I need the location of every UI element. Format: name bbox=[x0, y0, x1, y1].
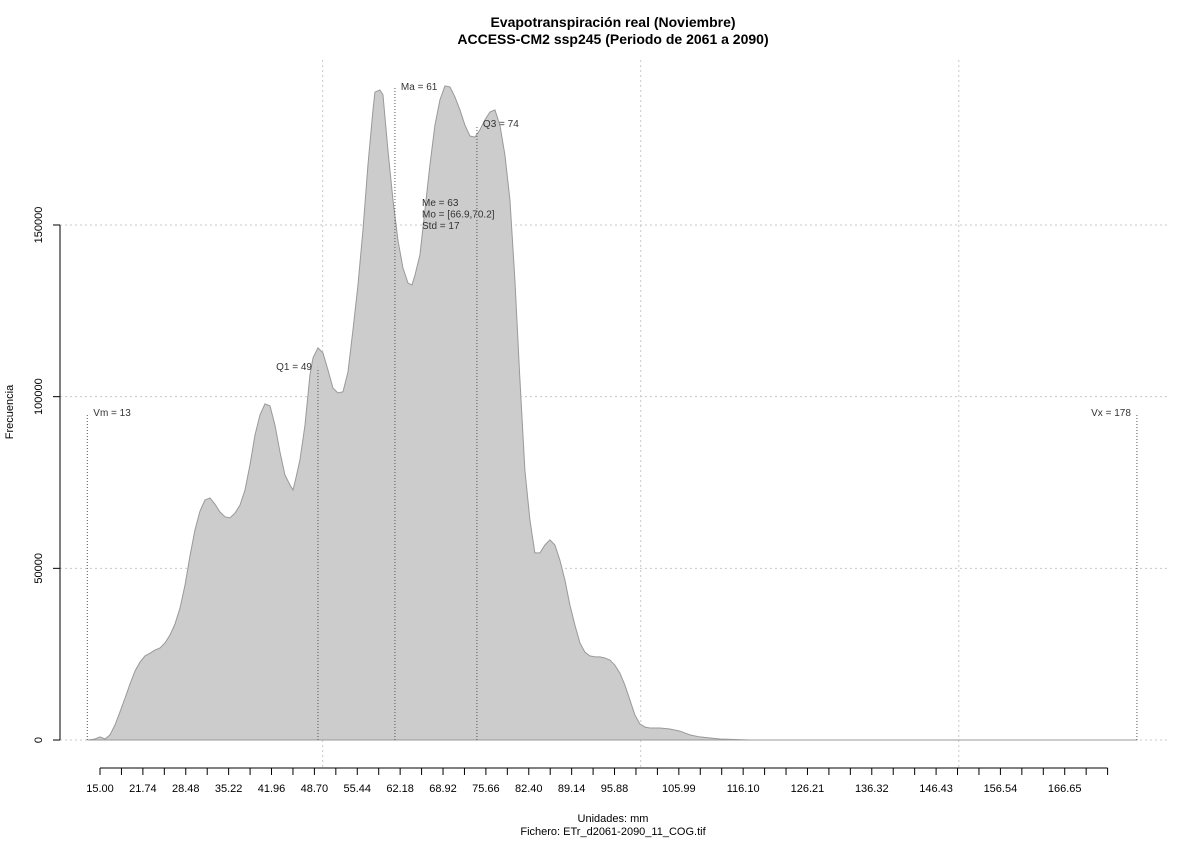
x-tick-label: 82.40 bbox=[515, 783, 543, 795]
x-tick-label: 136.32 bbox=[855, 783, 889, 795]
marker-label: Q3 = 74 bbox=[483, 119, 519, 130]
caption: Fichero: ETr_d2061-2090_11_COG.tif bbox=[520, 826, 706, 838]
marker-label: Vm = 13 bbox=[93, 408, 131, 419]
x-tick-label: 105.99 bbox=[662, 783, 696, 795]
x-tick-label: 48.70 bbox=[301, 783, 329, 795]
x-tick-label: 89.14 bbox=[558, 783, 586, 795]
chart-title: Evapotranspiración real (Noviembre) bbox=[490, 14, 735, 30]
x-tick-label: 28.48 bbox=[172, 783, 200, 795]
stats-label: Mo = [66.9,70.2] bbox=[422, 210, 495, 221]
stats-label: Std = 17 bbox=[422, 221, 460, 232]
x-tick-label: 35.22 bbox=[215, 783, 243, 795]
x-tick-label: 68.92 bbox=[429, 783, 457, 795]
x-tick-label: 21.74 bbox=[129, 783, 157, 795]
marker-label: Q1 = 49 bbox=[276, 362, 312, 373]
density-area bbox=[87, 85, 1138, 741]
stats-label: Me = 63 bbox=[422, 198, 459, 209]
x-tick-label: 146.43 bbox=[919, 783, 953, 795]
y-tick-label: 50000 bbox=[33, 553, 45, 584]
x-tick-label: 95.88 bbox=[601, 783, 629, 795]
y-tick-label: 150000 bbox=[33, 207, 45, 244]
x-tick-label: 62.18 bbox=[386, 783, 414, 795]
y-tick-label: 100000 bbox=[33, 378, 45, 415]
marker-label: Vx = 178 bbox=[1091, 408, 1131, 419]
x-axis-label: Unidades: mm bbox=[578, 813, 649, 825]
x-tick-label: 126.21 bbox=[791, 783, 825, 795]
y-tick-label: 0 bbox=[33, 737, 45, 743]
y-axis-label: Frecuencia bbox=[4, 384, 16, 439]
x-tick-label: 156.54 bbox=[984, 783, 1018, 795]
marker-label: Ma = 61 bbox=[401, 82, 438, 93]
x-tick-label: 15.00 bbox=[86, 783, 114, 795]
x-tick-label: 75.66 bbox=[472, 783, 500, 795]
x-tick-label: 116.10 bbox=[727, 783, 760, 795]
x-tick-label: 166.65 bbox=[1048, 783, 1082, 795]
chart-subtitle: ACCESS-CM2 ssp245 (Periodo de 2061 a 209… bbox=[457, 31, 768, 47]
x-tick-label: 41.96 bbox=[258, 783, 286, 795]
x-tick-label: 55.44 bbox=[344, 783, 372, 795]
